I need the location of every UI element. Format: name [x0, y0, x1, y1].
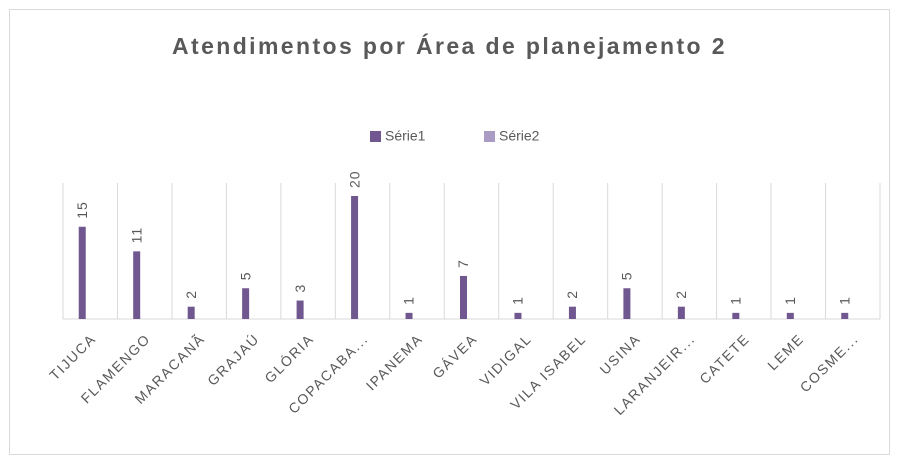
data-label: 5 [619, 271, 635, 280]
data-label: 11 [128, 227, 144, 244]
data-label: 15 [74, 201, 90, 219]
bar [351, 196, 359, 319]
data-label: 5 [237, 271, 253, 280]
data-label: 1 [836, 296, 852, 305]
legend-label: Série1 [385, 128, 426, 144]
bar [187, 306, 195, 319]
data-label: 7 [455, 259, 471, 268]
data-label: 1 [782, 296, 798, 305]
chart-border [9, 9, 890, 455]
data-label: 2 [564, 290, 580, 299]
chart-title: Atendimentos por Área de planejamento 2 [172, 33, 727, 59]
bar [133, 251, 141, 319]
data-label: 1 [728, 296, 744, 305]
bar [296, 300, 304, 319]
data-label: 20 [346, 170, 362, 188]
data-label: 2 [183, 290, 199, 299]
data-label: 1 [401, 296, 417, 305]
legend-label: Série2 [499, 128, 540, 144]
bar [242, 288, 250, 319]
bar [460, 275, 467, 319]
bar [405, 312, 413, 319]
data-label: 3 [292, 284, 308, 293]
legend-swatch [370, 131, 381, 142]
bar [514, 312, 522, 319]
data-label: 2 [673, 290, 689, 299]
legend-swatch [484, 131, 495, 142]
bar [841, 312, 849, 319]
bar [677, 306, 685, 319]
bar [786, 312, 794, 319]
data-label: 1 [510, 296, 526, 305]
bar [623, 288, 631, 319]
bar [78, 226, 86, 319]
bar [732, 312, 740, 319]
bar [568, 306, 576, 319]
